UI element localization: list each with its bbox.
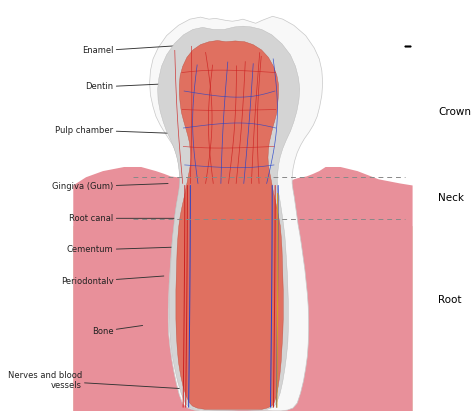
Text: Cementum: Cementum: [67, 246, 174, 255]
Text: Root canal: Root canal: [69, 214, 181, 223]
Polygon shape: [73, 196, 412, 411]
Text: Neck: Neck: [438, 193, 464, 203]
Text: Enamel: Enamel: [82, 44, 204, 55]
Polygon shape: [150, 16, 323, 411]
Text: Pulp chamber: Pulp chamber: [55, 126, 191, 135]
Text: Periodontalv: Periodontalv: [61, 276, 164, 286]
Text: Crown: Crown: [438, 107, 471, 117]
Polygon shape: [73, 167, 412, 411]
Text: Root: Root: [438, 295, 462, 305]
Polygon shape: [158, 26, 300, 410]
Text: Dentin: Dentin: [85, 82, 185, 91]
Polygon shape: [176, 40, 283, 409]
Text: Nerves and blood
vessels: Nerves and blood vessels: [8, 371, 181, 390]
Text: Bone: Bone: [92, 325, 143, 336]
Text: Gingiva (Gum): Gingiva (Gum): [52, 182, 168, 191]
